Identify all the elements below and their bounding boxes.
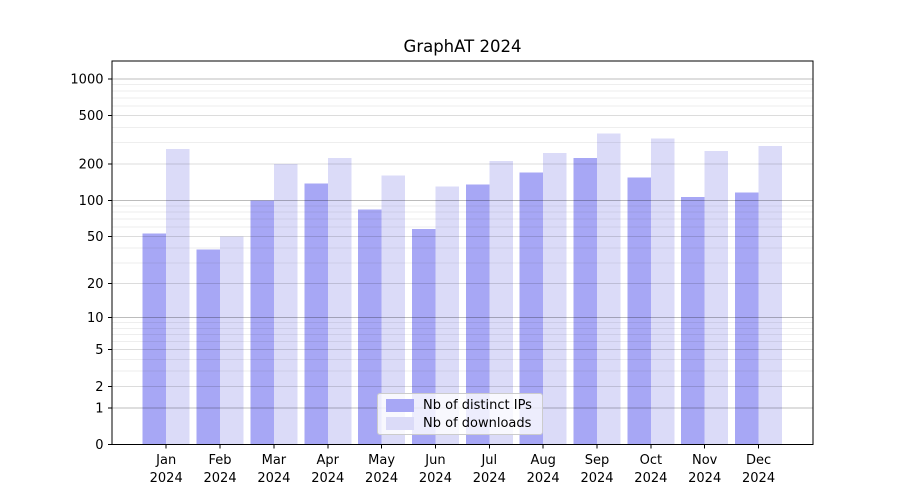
y-tick-label: 5 xyxy=(95,343,103,358)
bar xyxy=(327,158,352,445)
x-tick-label-year: 2024 xyxy=(311,471,344,486)
y-tick-label: 200 xyxy=(79,157,104,172)
x-tick-label-year: 2024 xyxy=(688,471,721,486)
x-tick-label-month: Feb xyxy=(209,453,232,468)
bar xyxy=(650,138,675,445)
x-tick-label-year: 2024 xyxy=(580,471,613,486)
y-tick-label: 1 xyxy=(95,401,103,416)
bar xyxy=(358,209,382,445)
x-tick-label-year: 2024 xyxy=(634,471,667,486)
bar xyxy=(381,175,406,445)
x-tick-label-year: 2024 xyxy=(257,471,290,486)
bar xyxy=(519,172,544,445)
x-tick-label-year: 2024 xyxy=(150,471,183,486)
bar xyxy=(681,196,705,445)
bar xyxy=(411,228,436,445)
x-tick-label-month: Jan xyxy=(155,453,176,468)
bar xyxy=(573,158,597,445)
x-tick-label-month: Mar xyxy=(262,453,287,468)
bar xyxy=(627,177,651,445)
x-tick-label-month: Jul xyxy=(480,453,497,468)
legend-swatch xyxy=(386,416,414,430)
bar xyxy=(304,183,328,445)
x-tick-label-month: Oct xyxy=(640,453,662,468)
bar xyxy=(220,236,244,445)
y-tick-label: 20 xyxy=(87,277,104,292)
x-tick-label-month: May xyxy=(368,453,395,468)
bar xyxy=(435,186,459,445)
bar xyxy=(142,233,167,445)
y-tick-label: 10 xyxy=(87,311,104,326)
legend-label: Nb of downloads xyxy=(423,415,532,431)
x-tick-label-year: 2024 xyxy=(204,471,237,486)
legend-item: Nb of downloads xyxy=(378,415,542,431)
bar xyxy=(273,163,298,445)
x-tick-label-month: Nov xyxy=(692,453,718,468)
x-tick-label-year: 2024 xyxy=(742,471,775,486)
bar xyxy=(465,184,490,445)
bar xyxy=(166,149,190,445)
y-tick-label: 2 xyxy=(95,380,103,395)
x-tick-label-year: 2024 xyxy=(473,471,506,486)
x-tick-label-month: Aug xyxy=(530,453,555,468)
y-tick-label: 0 xyxy=(95,438,103,453)
x-tick-label-month: Apr xyxy=(317,453,340,468)
bar xyxy=(250,200,274,445)
bar xyxy=(735,192,759,445)
bar xyxy=(597,133,621,445)
plot-border xyxy=(111,60,814,445)
bar xyxy=(758,146,783,445)
y-tick-label: 1000 xyxy=(70,73,103,88)
y-tick-label: 100 xyxy=(79,194,104,209)
x-tick-label-month: Dec xyxy=(746,453,771,468)
x-tick-label-month: Jun xyxy=(424,453,445,468)
y-tick-label: 50 xyxy=(87,230,104,245)
y-tick-label: 500 xyxy=(79,109,104,124)
legend-swatch xyxy=(386,398,414,412)
bar xyxy=(704,151,729,445)
bar xyxy=(543,153,567,445)
x-tick-label-year: 2024 xyxy=(527,471,560,486)
legend-item: Nb of distinct IPs xyxy=(378,397,542,413)
x-tick-label-year: 2024 xyxy=(365,471,398,486)
x-tick-label-year: 2024 xyxy=(419,471,452,486)
chart-title: GraphAT 2024 xyxy=(403,37,522,56)
legend: Nb of distinct IPs Nb of downloads xyxy=(377,393,543,435)
x-tick-label-month: Sep xyxy=(585,453,610,468)
legend-label: Nb of distinct IPs xyxy=(423,397,532,413)
bar xyxy=(196,249,221,445)
bar xyxy=(489,160,513,445)
